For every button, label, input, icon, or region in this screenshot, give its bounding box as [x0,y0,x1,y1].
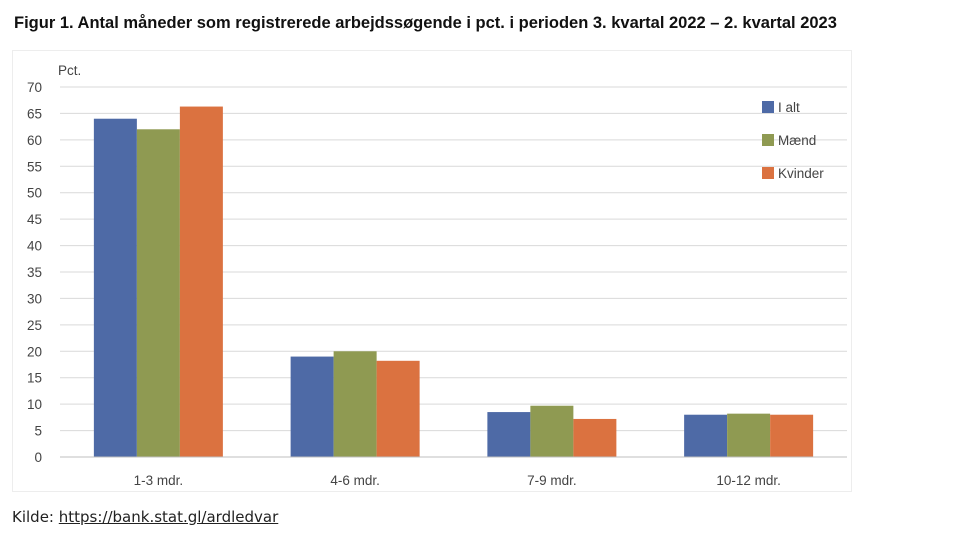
chart-frame [12,50,852,492]
legend-swatch [762,134,774,146]
x-tick-label: 10-12 mdr. [716,473,781,488]
x-tick-labels: 1-3 mdr. 4-6 mdr. 7-9 mdr. 10-12 mdr. [134,473,781,488]
y-tick-label: 70 [27,80,42,95]
y-axis-label: Pct. [58,63,81,78]
bar [290,356,334,457]
y-tick-label: 50 [27,186,42,201]
bar [530,405,574,457]
y-tick-label: 30 [27,291,42,306]
source-label: Kilde: [12,508,54,526]
y-tick-label: 45 [27,212,42,227]
bar [770,414,814,457]
legend: I alt Mænd Kvinder [762,100,824,181]
y-tick-label: 65 [27,106,42,121]
bar [727,413,771,457]
y-tick-label: 15 [27,371,42,386]
x-tick-label: 1-3 mdr. [134,473,184,488]
y-tick-label: 40 [27,239,42,254]
source-link[interactable]: https://bank.stat.gl/ardledvar [58,508,279,526]
chart-title: Figur 1. Antal måneder som registrerede … [14,14,837,32]
bar [376,360,420,457]
bar [93,118,137,457]
x-tick-label: 7-9 mdr. [527,473,577,488]
y-tick-label: 35 [27,265,42,280]
y-tick-label: 55 [27,159,42,174]
bar [573,418,617,457]
y-tick-label: 60 [27,133,42,148]
bars [93,106,814,458]
legend-swatch [762,101,774,113]
legend-label: I alt [778,100,800,115]
bar [333,351,377,457]
source-line: Kilde: https://bank.stat.gl/ardledvar [12,508,278,526]
bar [684,414,728,457]
bar-chart: 0 5 10 15 20 25 30 35 40 45 50 55 60 65 70 Pct. 1-3 md… [27,63,847,488]
x-tick-label: 4-6 mdr. [330,473,380,488]
bar [487,412,531,457]
y-tick-labels: 0 5 10 15 20 25 30 35 40 45 50 55 60 65 70 [27,80,42,465]
y-tick-label: 25 [27,318,42,333]
y-tick-label: 10 [27,397,42,412]
y-tick-label: 0 [34,450,42,465]
y-tick-label: 20 [27,344,42,359]
legend-label: Kvinder [778,166,824,181]
bar [136,129,180,458]
bar [179,106,223,458]
legend-swatch [762,167,774,179]
y-tick-label: 5 [34,424,42,439]
legend-label: Mænd [778,133,816,148]
